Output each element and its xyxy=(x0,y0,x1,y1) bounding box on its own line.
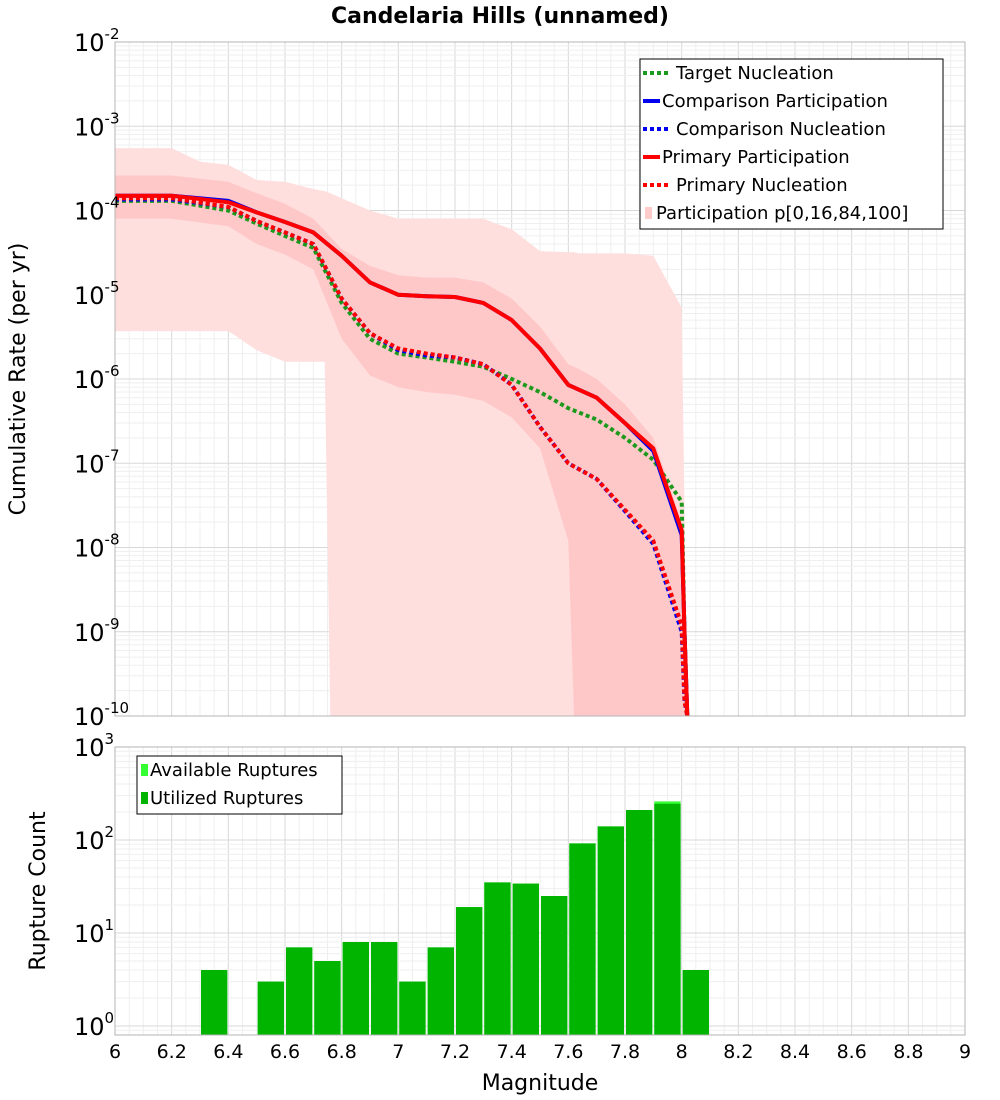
rupture-count-panel: 100 101 102 103 6 6.2 6.4 6.6 6.8 7 7.2 7.4 7.6 7.8 8… xyxy=(26,730,971,1096)
bar-utilized xyxy=(257,981,284,1035)
bar-utilized xyxy=(201,970,228,1035)
chart-title: Candelaria Hills (unnamed) xyxy=(331,4,669,29)
legend-label: Utilized Ruptures xyxy=(150,788,303,809)
legend-label: Target Nucleation xyxy=(675,63,834,84)
legend-entry: Primary Nucleation xyxy=(643,175,848,196)
legend-label: Available Ruptures xyxy=(150,760,318,781)
y-tick-label: 101 xyxy=(74,916,114,948)
bar-utilized xyxy=(597,826,624,1035)
x-tick-label: 7.4 xyxy=(497,1041,527,1063)
bar-utilized xyxy=(626,810,653,1035)
legend-swatch xyxy=(645,207,652,219)
legend-box xyxy=(639,58,944,230)
legend-entry: Comparison Participation xyxy=(643,91,888,112)
legend-label: Comparison Nucleation xyxy=(676,119,886,140)
bar-utilized xyxy=(286,947,313,1035)
legend-swatch xyxy=(141,792,148,804)
participation-bands xyxy=(115,148,691,717)
bar-utilized xyxy=(541,896,568,1035)
rupture-y-ticks: 100 101 102 103 xyxy=(74,730,114,1041)
legend-entry: Utilized Ruptures xyxy=(141,788,303,809)
bar-utilized xyxy=(427,947,454,1035)
x-tick-label: 6 xyxy=(109,1041,121,1063)
y-tick-label: 10-2 xyxy=(74,25,120,57)
x-tick-label: 8.8 xyxy=(893,1041,923,1063)
rate-series-lines xyxy=(115,193,690,717)
rupture-legend: Available Ruptures Utilized Ruptures xyxy=(136,755,343,815)
rate-y-axis-label: Cumulative Rate (per yr) xyxy=(6,243,31,516)
legend-label: Primary Nucleation xyxy=(676,175,848,196)
bar-utilized xyxy=(456,907,483,1035)
x-tick-label: 8.2 xyxy=(723,1041,753,1063)
x-tick-label: 6.4 xyxy=(213,1041,243,1063)
x-tick-label: 8.4 xyxy=(780,1041,810,1063)
band-p16-p84 xyxy=(115,175,691,716)
bar-utilized xyxy=(569,843,596,1035)
y-tick-label: 10-6 xyxy=(74,362,120,394)
bar-utilized xyxy=(371,942,398,1035)
rate-y-ticks: 10-10 10-9 10-8 10-7 10-6 10-5 10-4 10-3 10-2 xyxy=(74,25,129,731)
rate-plot-frame xyxy=(114,41,966,717)
rupture-plot-frame xyxy=(114,746,966,1036)
y-tick-label: 10-3 xyxy=(74,109,120,141)
legend-label: Primary Participation xyxy=(662,147,850,168)
y-tick-label: 10-9 xyxy=(74,615,120,647)
legend-entry: Available Ruptures xyxy=(141,760,318,781)
legend-entry: Target Nucleation xyxy=(643,63,834,84)
x-tick-label: 8.6 xyxy=(837,1041,867,1063)
x-tick-label: 7.2 xyxy=(440,1041,470,1063)
legend-label: Comparison Participation xyxy=(662,91,888,112)
x-tick-label: 6.8 xyxy=(327,1041,357,1063)
x-tick-label: 6.2 xyxy=(157,1041,187,1063)
rupture-bars xyxy=(201,801,709,1035)
bar-utilized xyxy=(314,961,341,1035)
x-tick-label: 8 xyxy=(676,1041,688,1063)
y-tick-label: 100 xyxy=(74,1009,114,1041)
y-tick-label: 10-4 xyxy=(74,194,120,226)
series-primary-participation xyxy=(115,193,690,717)
legend-entry: Participation p[0,16,84,100] xyxy=(645,203,908,224)
x-tick-label: 7.6 xyxy=(553,1041,583,1063)
magnitude-x-ticks: 6 6.2 6.4 6.6 6.8 7 7.2 7.4 7.6 7.8 8 8.2 8.4 8.6 8.8 9 xyxy=(109,1041,971,1063)
rupture-y-axis-label: Rupture Count xyxy=(26,811,51,971)
bar-utilized xyxy=(682,970,709,1035)
y-tick-label: 10-7 xyxy=(74,446,120,478)
legend-entry: Comparison Nucleation xyxy=(643,119,886,140)
y-tick-label: 103 xyxy=(74,730,114,762)
bar-utilized xyxy=(342,942,369,1035)
rate-panel: 10-10 10-9 10-8 10-7 10-6 10-5 10-4 10-3 10-2 Cu… xyxy=(6,25,966,731)
x-tick-label: 9 xyxy=(959,1041,971,1063)
y-tick-label: 10-8 xyxy=(74,531,120,563)
legend-box xyxy=(136,755,343,815)
series-target-nucleation xyxy=(115,198,690,717)
bar-utilized xyxy=(484,882,511,1035)
bar-utilized xyxy=(512,883,539,1035)
y-tick-label: 10-10 xyxy=(74,699,129,731)
bar-utilized xyxy=(654,803,681,1035)
rate-legend: Target Nucleation Comparison Participatio… xyxy=(639,58,944,230)
legend-label: Participation p[0,16,84,100] xyxy=(656,203,908,224)
y-tick-label: 102 xyxy=(74,823,114,855)
x-tick-label: 6.6 xyxy=(270,1041,300,1063)
legend-entry: Primary Participation xyxy=(643,147,850,168)
x-axis-label: Magnitude xyxy=(482,1071,599,1096)
x-tick-label: 7 xyxy=(392,1041,404,1063)
y-tick-label: 10-5 xyxy=(74,278,120,310)
bar-utilized xyxy=(399,981,426,1035)
legend-swatch xyxy=(141,764,148,776)
series-primary-nucleation xyxy=(115,196,690,717)
x-tick-label: 7.8 xyxy=(610,1041,640,1063)
band-p0-p100 xyxy=(115,148,691,717)
